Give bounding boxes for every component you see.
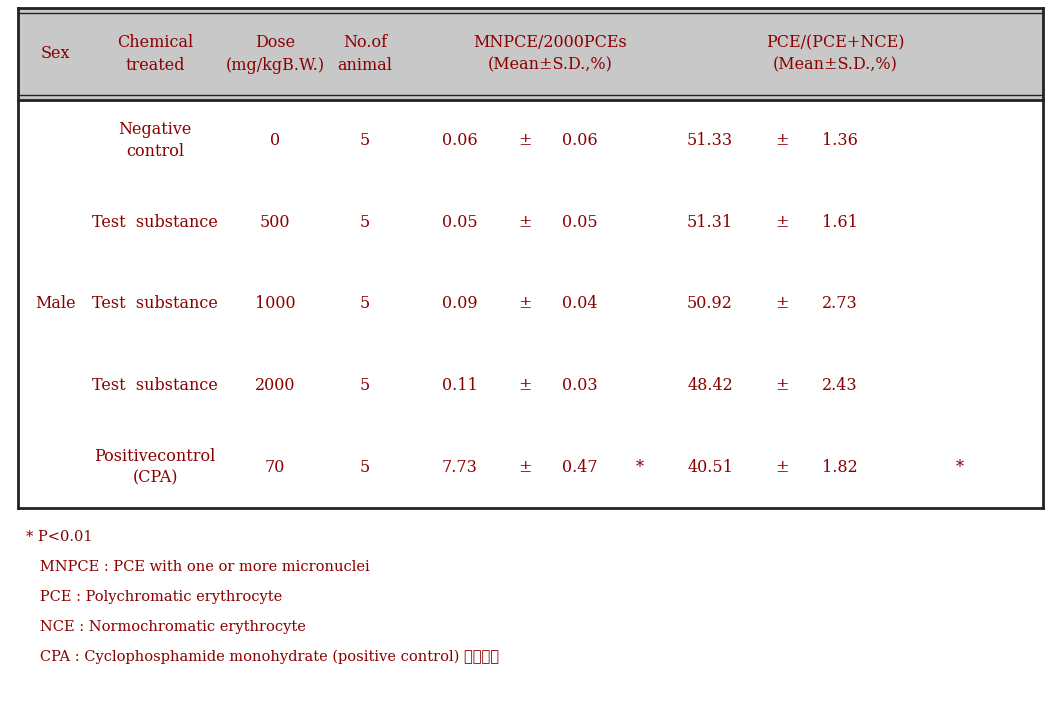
Text: Chemical
treated: Chemical treated [117, 35, 193, 74]
Text: Sex: Sex [40, 45, 70, 62]
Text: ±: ± [776, 377, 788, 394]
Text: 2.73: 2.73 [822, 296, 858, 313]
Text: 51.31: 51.31 [686, 214, 733, 231]
Text: 0.04: 0.04 [562, 296, 597, 313]
Text: 5: 5 [360, 214, 370, 231]
Text: 0.11: 0.11 [442, 377, 477, 394]
Text: 5: 5 [360, 377, 370, 394]
Text: 0.47: 0.47 [562, 459, 597, 476]
Text: 0: 0 [269, 133, 280, 150]
Text: NCE : Normochromatic erythrocyte: NCE : Normochromatic erythrocyte [27, 620, 306, 634]
Text: Dose
(mg/kgB.W.): Dose (mg/kgB.W.) [225, 35, 325, 74]
Text: No.of
animal: No.of animal [337, 35, 393, 74]
Text: 50.92: 50.92 [688, 296, 733, 313]
Text: Test  substance: Test substance [92, 377, 218, 394]
Text: ±: ± [518, 133, 532, 150]
Text: 0.06: 0.06 [562, 133, 597, 150]
Text: 0.06: 0.06 [442, 133, 477, 150]
Text: 48.42: 48.42 [688, 377, 733, 394]
Text: 1.36: 1.36 [822, 133, 858, 150]
Text: *: * [956, 459, 964, 476]
Text: * P<0.01: * P<0.01 [27, 530, 92, 544]
Text: MNPCE : PCE with one or more micronuclei: MNPCE : PCE with one or more micronuclei [27, 560, 369, 574]
Text: Positivecontrol
(CPA): Positivecontrol (CPA) [94, 447, 215, 487]
Text: 5: 5 [360, 459, 370, 476]
Text: ±: ± [518, 214, 532, 231]
Text: ±: ± [518, 296, 532, 313]
Text: 0.09: 0.09 [442, 296, 477, 313]
Text: ±: ± [518, 377, 532, 394]
Text: CPA : Cyclophosphamide monohydrate (positive control) 식용배지: CPA : Cyclophosphamide monohydrate (posi… [27, 650, 499, 664]
Text: ±: ± [518, 459, 532, 476]
Text: 1.61: 1.61 [822, 214, 858, 231]
Text: ±: ± [776, 296, 788, 313]
Text: 0.03: 0.03 [562, 377, 597, 394]
Text: Negative
control: Negative control [119, 121, 192, 160]
Text: Male: Male [35, 296, 75, 313]
Bar [18, 8, 1043, 100]
Text: 7.73: 7.73 [442, 459, 477, 476]
Text: PCE/(PCE+NCE)
(Mean±S.D.,%): PCE/(PCE+NCE) (Mean±S.D.,%) [766, 35, 904, 74]
Text: 2000: 2000 [255, 377, 295, 394]
Text: Test  substance: Test substance [92, 296, 218, 313]
Text: *: * [636, 459, 644, 476]
Text: 51.33: 51.33 [686, 133, 733, 150]
Text: MNPCE/2000PCEs
(Mean±S.D.,%): MNPCE/2000PCEs (Mean±S.D.,%) [473, 35, 627, 74]
Text: ±: ± [776, 214, 788, 231]
Text: 1000: 1000 [255, 296, 295, 313]
Text: 500: 500 [260, 214, 291, 231]
Text: 5: 5 [360, 133, 370, 150]
Text: ±: ± [776, 459, 788, 476]
Text: 5: 5 [360, 296, 370, 313]
Text: Test  substance: Test substance [92, 214, 218, 231]
Text: 70: 70 [265, 459, 285, 476]
Text: 0.05: 0.05 [562, 214, 597, 231]
Text: 2.43: 2.43 [822, 377, 857, 394]
Text: ±: ± [776, 133, 788, 150]
Text: 1.82: 1.82 [822, 459, 858, 476]
Text: 40.51: 40.51 [688, 459, 733, 476]
Text: 0.05: 0.05 [442, 214, 477, 231]
Text: PCE : Polychromatic erythrocyte: PCE : Polychromatic erythrocyte [27, 590, 282, 604]
